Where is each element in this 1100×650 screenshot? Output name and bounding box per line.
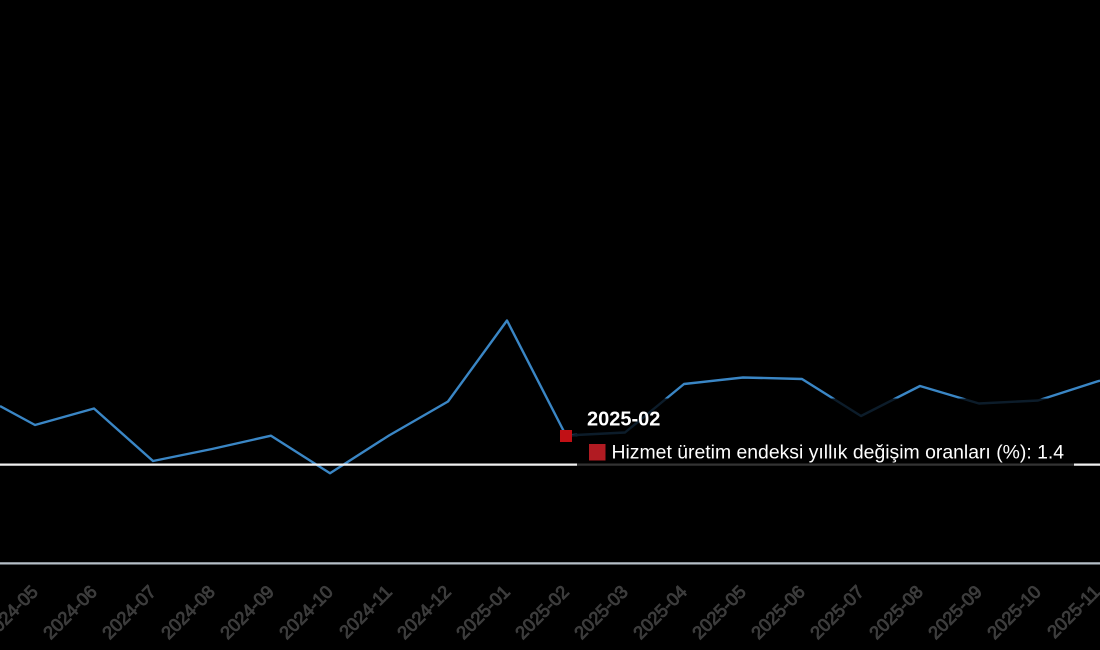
svg-text:2025-08: 2025-08 [865, 582, 926, 643]
svg-text:2025-05: 2025-05 [688, 582, 749, 643]
svg-text:2024-08: 2024-08 [157, 582, 218, 643]
svg-text:2024-10: 2024-10 [275, 582, 336, 643]
svg-text:2025-04: 2025-04 [629, 582, 690, 643]
svg-text:2024-09: 2024-09 [216, 582, 277, 643]
svg-text:2024-07: 2024-07 [98, 582, 159, 643]
svg-text:2025-06: 2025-06 [747, 582, 808, 643]
svg-text:2025-02: 2025-02 [587, 409, 660, 431]
svg-text:2025-07: 2025-07 [806, 582, 867, 643]
svg-text:Hizmet üretim endeksi yıllık d: Hizmet üretim endeksi yıllık değişim ora… [612, 442, 1065, 464]
svg-text:2024-06: 2024-06 [39, 582, 100, 643]
svg-text:2025-01: 2025-01 [452, 582, 513, 643]
svg-text:2024-11: 2024-11 [335, 582, 395, 642]
svg-text:2024-12: 2024-12 [393, 582, 454, 643]
svg-text:2025-10: 2025-10 [983, 582, 1044, 643]
svg-text:2025-09: 2025-09 [924, 582, 985, 643]
svg-text:2024-05: 2024-05 [0, 582, 42, 643]
svg-text:2025-02: 2025-02 [511, 582, 572, 643]
svg-text:2025-03: 2025-03 [570, 582, 631, 643]
svg-text:2025-11: 2025-11 [1043, 582, 1100, 642]
